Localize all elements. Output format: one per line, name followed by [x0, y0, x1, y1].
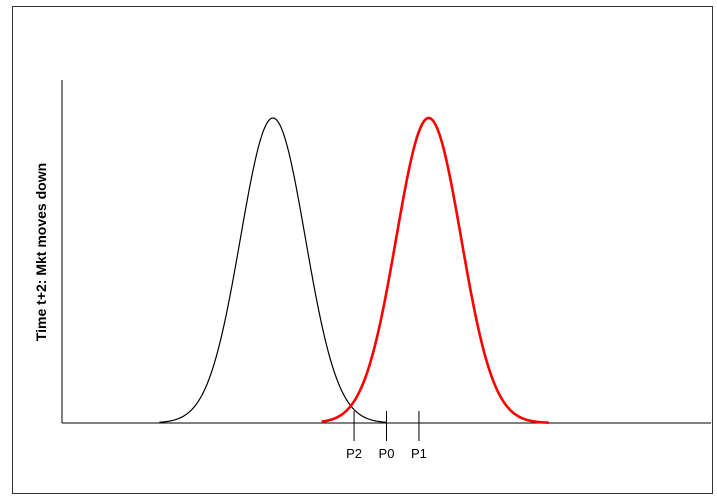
axes — [61, 80, 711, 424]
series-curve-1 — [159, 117, 387, 423]
x-ticks: P2 P0 P1 — [346, 411, 427, 461]
chart-frame — [12, 6, 713, 494]
series-layer — [159, 116, 550, 424]
x-tick-label-p1: P1 — [411, 446, 427, 461]
y-axis-label: Time t+2: Mkt moves down — [33, 163, 49, 341]
series-curve-2 — [321, 116, 550, 424]
x-tick-label-p2: P2 — [346, 446, 362, 461]
x-tick-label-p0: P0 — [379, 446, 395, 461]
